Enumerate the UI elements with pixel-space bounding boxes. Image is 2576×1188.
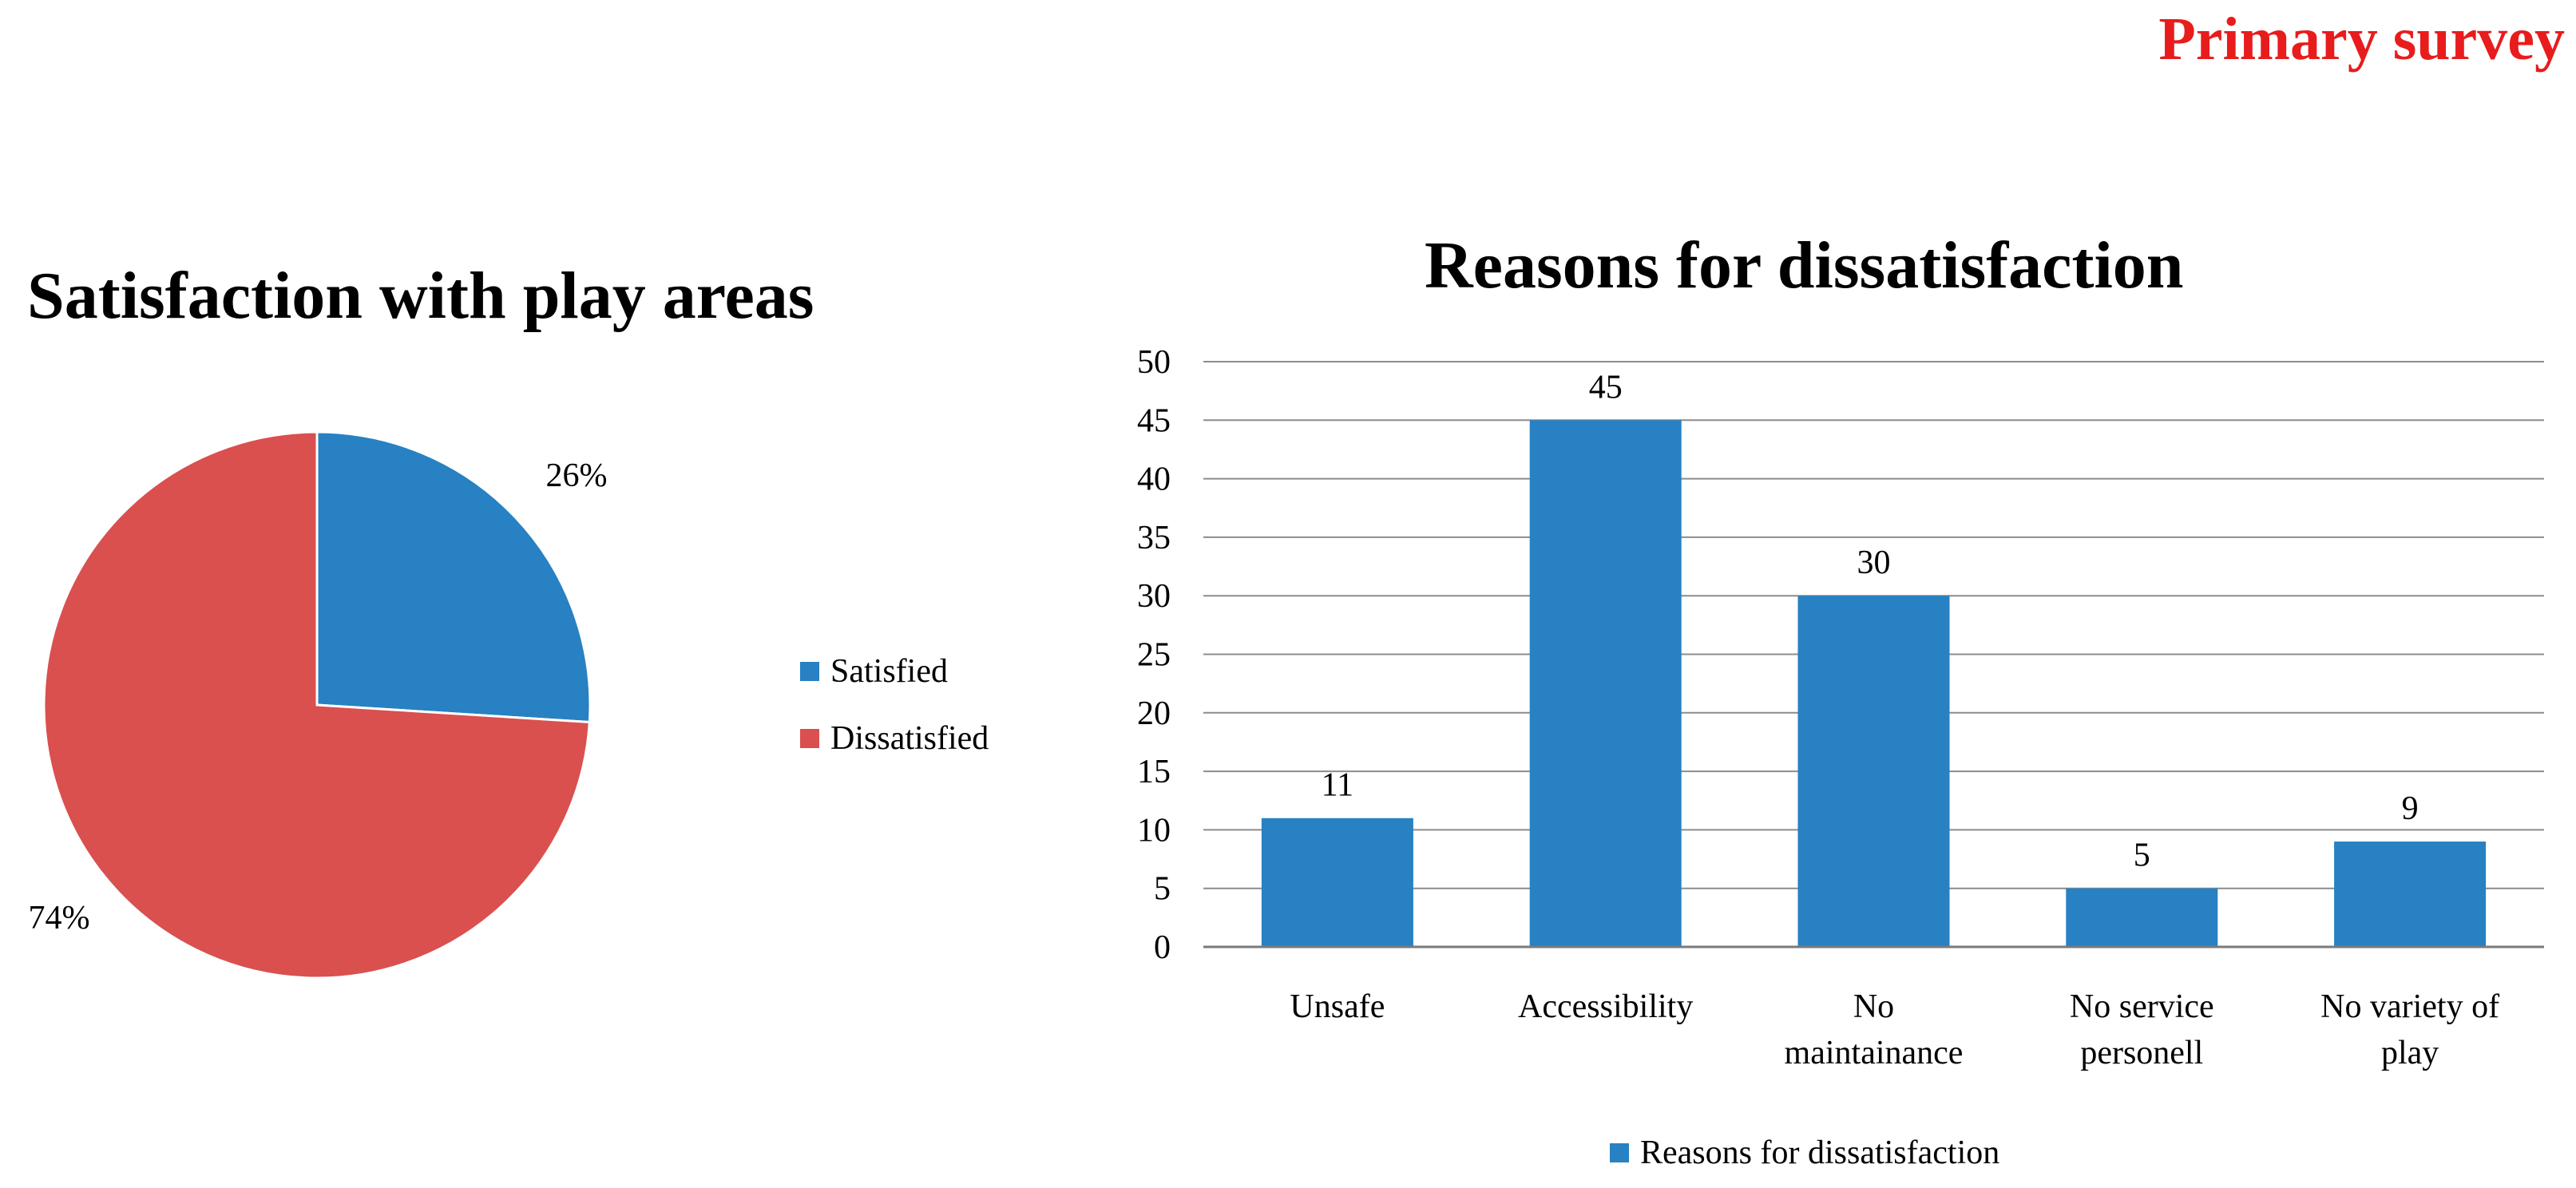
y-tick-label-35: 35 bbox=[1137, 520, 1171, 556]
legend-swatch-dissatisfied bbox=[800, 729, 819, 748]
pie-chart: 26% 74% bbox=[29, 430, 608, 980]
x-tick-label-no-variety-of-play: No variety of play bbox=[2320, 988, 2499, 1071]
legend-swatch-satisfied bbox=[800, 662, 819, 681]
y-tick-label-20: 20 bbox=[1137, 695, 1171, 732]
bar-no-service-personell bbox=[2066, 888, 2218, 947]
y-tick-label-0: 0 bbox=[1154, 929, 1171, 966]
survey-header: Primary survey bbox=[2158, 6, 2565, 73]
y-tick-label-30: 30 bbox=[1137, 578, 1171, 615]
bar-data-label-no-service-personell: 5 bbox=[2134, 838, 2150, 874]
pie-data-label-dissatisfied: 74% bbox=[29, 900, 90, 937]
bar-data-label-no-maintainance: 30 bbox=[1857, 544, 1891, 581]
legend-item-dissatisfied: Dissatisfied bbox=[800, 716, 989, 761]
y-tick-label-5: 5 bbox=[1154, 871, 1171, 908]
x-tick-label-unsafe: Unsafe bbox=[1290, 988, 1385, 1025]
legend-item-satisfied: Satisfied bbox=[800, 649, 989, 694]
pie-slice-dissatisfied bbox=[42, 430, 591, 980]
bar-legend: Reasons for dissatisfaction bbox=[1610, 1131, 1999, 1175]
legend-label-satisfied: Satisfied bbox=[830, 653, 948, 690]
bar-data-label-accessibility: 45 bbox=[1589, 369, 1623, 406]
x-tick-label-no-service-personell: No service personell bbox=[2070, 988, 2214, 1071]
legend-label-dissatisfied: Dissatisfied bbox=[830, 720, 989, 757]
legend-label-reasons: Reasons for dissatisfaction bbox=[1640, 1135, 2000, 1171]
x-tick-label-no-maintainance: No maintainance bbox=[1785, 988, 1964, 1071]
y-tick-label-25: 25 bbox=[1137, 637, 1171, 674]
x-tick-label-accessibility: Accessibility bbox=[1518, 988, 1693, 1025]
pie-chart-title: Satisfaction with play areas bbox=[27, 259, 814, 333]
y-tick-label-10: 10 bbox=[1137, 812, 1171, 849]
bar-accessibility bbox=[1529, 420, 1682, 947]
legend-item-reasons: Reasons for dissatisfaction bbox=[1610, 1131, 1999, 1175]
pie-legend: Satisfied Dissatisfied bbox=[800, 649, 989, 761]
y-tick-label-15: 15 bbox=[1137, 754, 1171, 790]
y-tick-label-50: 50 bbox=[1137, 344, 1171, 381]
y-tick-label-45: 45 bbox=[1137, 402, 1171, 439]
legend-swatch-reasons bbox=[1610, 1143, 1629, 1162]
bar-unsafe bbox=[1261, 818, 1413, 947]
bar-chart-title: Reasons for dissatisfaction bbox=[1425, 228, 2184, 303]
bar-data-label-no-variety-of-play: 9 bbox=[2402, 790, 2419, 827]
bar-chart: 0 5 10 15 20 25 30 35 40 45 50 11 Unsafe 45 Accessibil… bbox=[1137, 344, 2544, 1071]
y-tick-label-40: 40 bbox=[1137, 461, 1171, 498]
pie-slice-satisfied bbox=[315, 430, 592, 724]
pie-data-label-satisfied: 26% bbox=[546, 457, 608, 494]
bar-data-label-unsafe: 11 bbox=[1322, 767, 1353, 804]
bar-no-maintainance bbox=[1797, 596, 1950, 947]
bar-no-variety-of-play bbox=[2334, 842, 2487, 947]
